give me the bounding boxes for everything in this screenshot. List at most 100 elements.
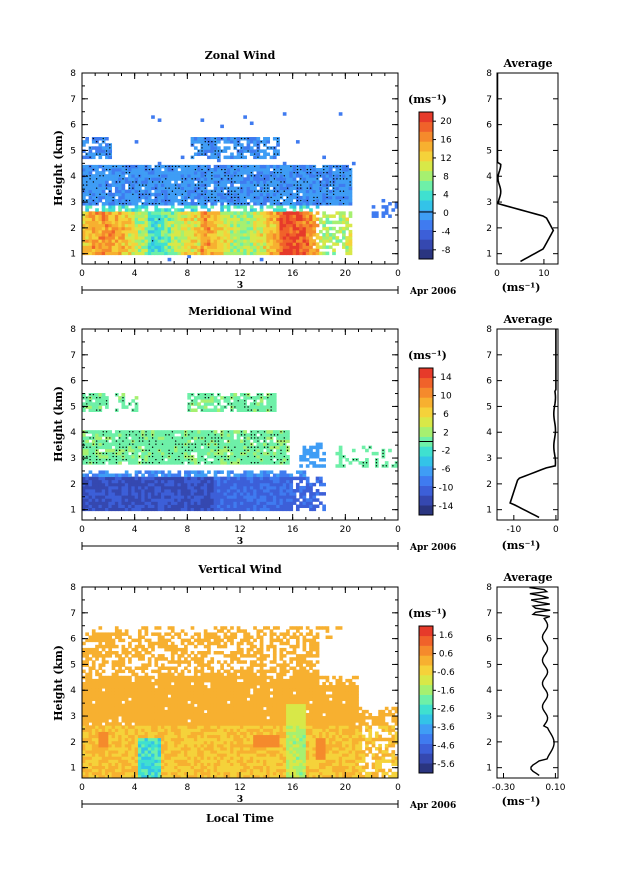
heatmap-cell <box>286 473 290 478</box>
heatmap-cell <box>114 202 119 206</box>
heatmap-cell <box>226 171 231 175</box>
heatmap-cell <box>207 430 211 434</box>
heatmap-cell <box>134 485 139 490</box>
heatmap-cell <box>101 214 106 218</box>
heatmap-cell <box>319 220 323 225</box>
heatmap-cell <box>236 171 241 175</box>
heatmap-cell <box>190 233 195 237</box>
contour-dot <box>332 178 335 180</box>
heatmap-cell <box>108 229 113 234</box>
heatmap-cell <box>190 242 195 246</box>
heatmap-cell <box>263 198 267 203</box>
heatmap-cell <box>223 489 228 493</box>
y-tick-label: 7 <box>70 95 76 105</box>
heatmap-cell <box>157 504 162 509</box>
contour-dot <box>181 462 183 464</box>
contour-dot <box>237 193 239 196</box>
heatmap-cell <box>190 140 195 144</box>
heatmap-cell <box>137 217 142 222</box>
heatmap-cell <box>134 436 139 440</box>
heatmap-cell <box>302 195 307 200</box>
contour-dot <box>92 199 95 202</box>
heatmap-cell <box>305 202 310 206</box>
heatmap-cell <box>85 442 89 447</box>
heatmap-cell <box>292 229 297 234</box>
heatmap-cell <box>147 239 152 243</box>
contour-dot <box>267 446 269 448</box>
heatmap-cell <box>249 137 254 141</box>
heatmap-cell <box>200 439 205 443</box>
heatmap-cell <box>134 495 139 499</box>
heatmap-cell <box>210 236 215 240</box>
contour-dot <box>253 153 256 155</box>
heatmap-cell <box>193 140 198 144</box>
heatmap-cell <box>295 236 300 240</box>
contour-dot <box>135 403 137 405</box>
heatmap-cell <box>266 192 271 197</box>
heatmap-cell <box>200 495 205 499</box>
heatmap-cell <box>200 485 205 490</box>
heatmap-cell <box>161 461 165 465</box>
heatmap-cell <box>121 476 126 481</box>
heatmap-cell <box>220 495 224 499</box>
heatmap-cell <box>114 239 119 243</box>
heatmap-cell <box>98 245 103 249</box>
heatmap-cell <box>108 498 113 502</box>
heatmap-cell <box>108 205 113 209</box>
heatmap-cell <box>213 233 218 237</box>
heatmap-cell <box>216 495 221 499</box>
contour-dot <box>201 409 203 411</box>
heatmap-cell <box>216 167 221 172</box>
heatmap-cell <box>312 498 317 502</box>
heatmap-cell <box>88 430 93 434</box>
contour-dot <box>204 175 206 177</box>
heatmap-cell <box>157 251 162 256</box>
heatmap-cell <box>233 171 238 175</box>
heatmap-cell <box>230 482 234 487</box>
heatmap-cell <box>230 214 234 218</box>
heatmap-cell <box>259 245 264 249</box>
heatmap-cell <box>161 208 165 212</box>
heatmap-cell <box>338 229 343 234</box>
heatmap-cell <box>193 233 198 237</box>
heatmap-cell <box>207 498 211 502</box>
heatmap-cell <box>105 177 109 181</box>
heatmap-cell <box>85 436 89 440</box>
contour-dot <box>250 434 253 436</box>
heatmap-cell <box>82 217 86 222</box>
heatmap-cell <box>137 226 142 231</box>
heatmap-cell <box>305 464 310 468</box>
contour-dot <box>105 150 108 152</box>
heatmap-cell <box>174 198 178 203</box>
heatmap-cell <box>154 174 159 178</box>
heatmap-cell <box>82 140 86 144</box>
heatmap-cell <box>134 482 139 487</box>
heatmap-cell <box>335 183 340 187</box>
heatmap-cell <box>174 239 178 243</box>
heatmap-cell <box>216 251 221 256</box>
heatmap-cell <box>170 482 175 487</box>
heatmap-cell <box>272 236 277 240</box>
contour-dot <box>151 455 154 458</box>
heatmap-cell <box>154 448 159 453</box>
heatmap-cell <box>226 229 231 234</box>
heatmap-cell <box>263 405 267 409</box>
heatmap-cell <box>302 177 307 181</box>
heatmap-cell <box>289 489 294 493</box>
heatmap-cell <box>342 167 346 172</box>
contour-dot <box>115 181 118 183</box>
heatmap-cell <box>187 245 192 249</box>
heatmap-cell <box>105 482 109 487</box>
heatmap-cell <box>105 208 109 212</box>
heatmap-cell <box>322 198 326 203</box>
contour-dot <box>244 196 246 199</box>
heatmap-cell <box>236 245 241 249</box>
contour-dot <box>201 190 203 192</box>
heatmap-cell <box>384 211 389 215</box>
heatmap-cell <box>85 217 89 222</box>
heatmap-cell <box>91 495 96 499</box>
heatmap-cell <box>167 504 172 509</box>
heatmap-cell <box>144 492 149 496</box>
heatmap-cell <box>299 233 303 237</box>
heatmap-cell <box>220 192 224 197</box>
